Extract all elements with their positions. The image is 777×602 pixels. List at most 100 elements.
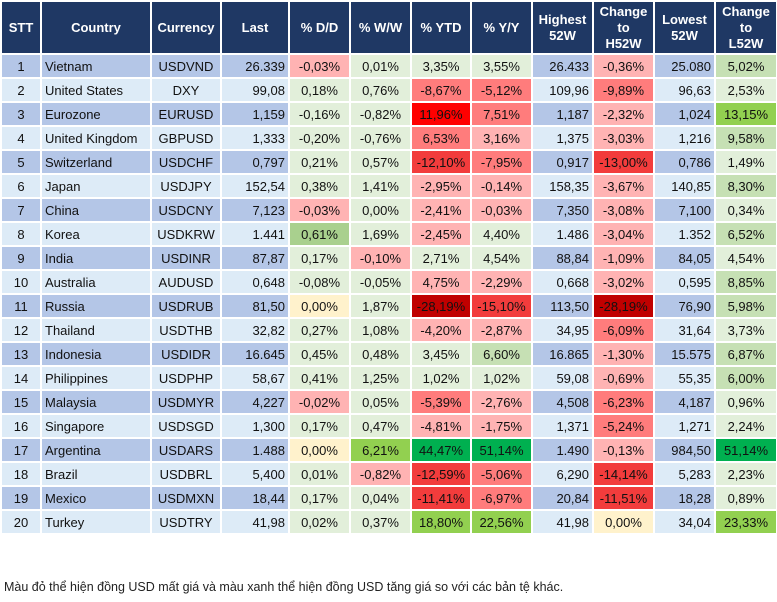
column-header-last[interactable]: Last	[220, 0, 290, 55]
cell-yy: -2,87%	[470, 317, 533, 343]
column-header-h52[interactable]: Highest 52W	[531, 0, 594, 55]
column-header-yy[interactable]: % Y/Y	[470, 0, 533, 55]
table-row: 4 United Kingdom GBPUSD 1,333 -0,20% -0,76% 6,…	[0, 125, 777, 151]
table-row: 6 Japan USDJPY 152,54 0,38% 1,41% -2,95% -0,14%…	[0, 173, 777, 199]
cell-h52: 7,350	[531, 197, 594, 223]
cell-yy: -7,95%	[470, 149, 533, 175]
cell-h52: 0,668	[531, 269, 594, 295]
cell-stt: 17	[0, 437, 42, 463]
cell-yy: -15,10%	[470, 293, 533, 319]
column-header-dd[interactable]: % D/D	[288, 0, 351, 55]
cell-l52: 31,64	[653, 317, 716, 343]
cell-last: 1,159	[220, 101, 290, 127]
column-header-ch[interactable]: Change to H52W	[592, 0, 655, 55]
cell-yy: -2,76%	[470, 389, 533, 415]
cell-dd: 0,02%	[288, 509, 351, 535]
cell-dd: 0,00%	[288, 293, 351, 319]
cell-ww: 6,21%	[349, 437, 412, 463]
cell-currency: USDPHP	[150, 365, 222, 391]
cell-last: 152,54	[220, 173, 290, 199]
cell-stt: 4	[0, 125, 42, 151]
cell-dd: 0,17%	[288, 413, 351, 439]
table-row: 2 United States DXY 99,08 0,18% 0,76% -8,67% -5…	[0, 77, 777, 103]
cell-cl: 6,00%	[714, 365, 777, 391]
cell-yy: -0,03%	[470, 197, 533, 223]
cell-dd: -0,16%	[288, 101, 351, 127]
cell-l52: 4,187	[653, 389, 716, 415]
cell-stt: 15	[0, 389, 42, 415]
cell-l52: 984,50	[653, 437, 716, 463]
column-header-l52[interactable]: Lowest 52W	[653, 0, 716, 55]
table-row: 14 Philippines USDPHP 58,67 0,41% 1,25% 1,02% 1…	[0, 365, 777, 391]
cell-last: 5,400	[220, 461, 290, 487]
cell-h52: 158,35	[531, 173, 594, 199]
cell-ww: -0,10%	[349, 245, 412, 271]
cell-l52: 15.575	[653, 341, 716, 367]
cell-stt: 6	[0, 173, 42, 199]
cell-country: Singapore	[40, 413, 152, 439]
cell-dd: 0,17%	[288, 245, 351, 271]
cell-ytd: 18,80%	[410, 509, 472, 535]
cell-l52: 55,35	[653, 365, 716, 391]
cell-ch: -2,32%	[592, 101, 655, 127]
cell-ww: 0,00%	[349, 197, 412, 223]
cell-country: India	[40, 245, 152, 271]
cell-stt: 20	[0, 509, 42, 535]
cell-ytd: -4,81%	[410, 413, 472, 439]
cell-h52: 1.490	[531, 437, 594, 463]
cell-l52: 0,595	[653, 269, 716, 295]
cell-currency: GBPUSD	[150, 125, 222, 151]
table-row: 9 India USDINR 87,87 0,17% -0,10% 2,71% 4,54% 88…	[0, 245, 777, 271]
table-row: 11 Russia USDRUB 81,50 0,00% 1,87% -28,19% -15,…	[0, 293, 777, 319]
cell-ch: -3,67%	[592, 173, 655, 199]
cell-yy: -6,97%	[470, 485, 533, 511]
cell-ww: 1,87%	[349, 293, 412, 319]
cell-ww: 0,05%	[349, 389, 412, 415]
cell-dd: 0,17%	[288, 485, 351, 511]
cell-l52: 84,05	[653, 245, 716, 271]
cell-last: 16.645	[220, 341, 290, 367]
cell-l52: 25.080	[653, 53, 716, 79]
cell-currency: USDIDR	[150, 341, 222, 367]
column-header-ytd[interactable]: % YTD	[410, 0, 472, 55]
cell-country: China	[40, 197, 152, 223]
cell-h52: 6,290	[531, 461, 594, 487]
cell-currency: USDMXN	[150, 485, 222, 511]
cell-last: 1,300	[220, 413, 290, 439]
cell-stt: 19	[0, 485, 42, 511]
cell-ch: -28,19%	[592, 293, 655, 319]
cell-cl: 23,33%	[714, 509, 777, 535]
column-header-stt[interactable]: STT	[0, 0, 42, 55]
cell-dd: -0,03%	[288, 197, 351, 223]
cell-last: 99,08	[220, 77, 290, 103]
column-header-ww[interactable]: % W/W	[349, 0, 412, 55]
cell-ch: -11,51%	[592, 485, 655, 511]
cell-currency: DXY	[150, 77, 222, 103]
table-row: 10 Australia AUDUSD 0,648 -0,08% -0,05% 4,75% -…	[0, 269, 777, 295]
cell-yy: -2,29%	[470, 269, 533, 295]
column-header-currency[interactable]: Currency	[150, 0, 222, 55]
cell-cl: 51,14%	[714, 437, 777, 463]
cell-dd: -0,20%	[288, 125, 351, 151]
cell-cl: 6,87%	[714, 341, 777, 367]
cell-h52: 109,96	[531, 77, 594, 103]
cell-l52: 1,271	[653, 413, 716, 439]
cell-cl: 6,52%	[714, 221, 777, 247]
cell-country: Switzerland	[40, 149, 152, 175]
cell-ytd: 3,45%	[410, 341, 472, 367]
cell-ww: -0,76%	[349, 125, 412, 151]
cell-cl: 4,54%	[714, 245, 777, 271]
cell-country: Vietnam	[40, 53, 152, 79]
table-row: 13 Indonesia USDIDR 16.645 0,45% 0,48% 3,45% 6,…	[0, 341, 777, 367]
column-header-cl[interactable]: Change to L52W	[714, 0, 777, 55]
cell-yy: -1,75%	[470, 413, 533, 439]
cell-ytd: -12,59%	[410, 461, 472, 487]
cell-dd: -0,03%	[288, 53, 351, 79]
cell-ytd: 1,02%	[410, 365, 472, 391]
column-header-country[interactable]: Country	[40, 0, 152, 55]
cell-stt: 13	[0, 341, 42, 367]
cell-ch: -1,30%	[592, 341, 655, 367]
cell-ytd: -8,67%	[410, 77, 472, 103]
cell-country: Malaysia	[40, 389, 152, 415]
cell-country: Korea	[40, 221, 152, 247]
